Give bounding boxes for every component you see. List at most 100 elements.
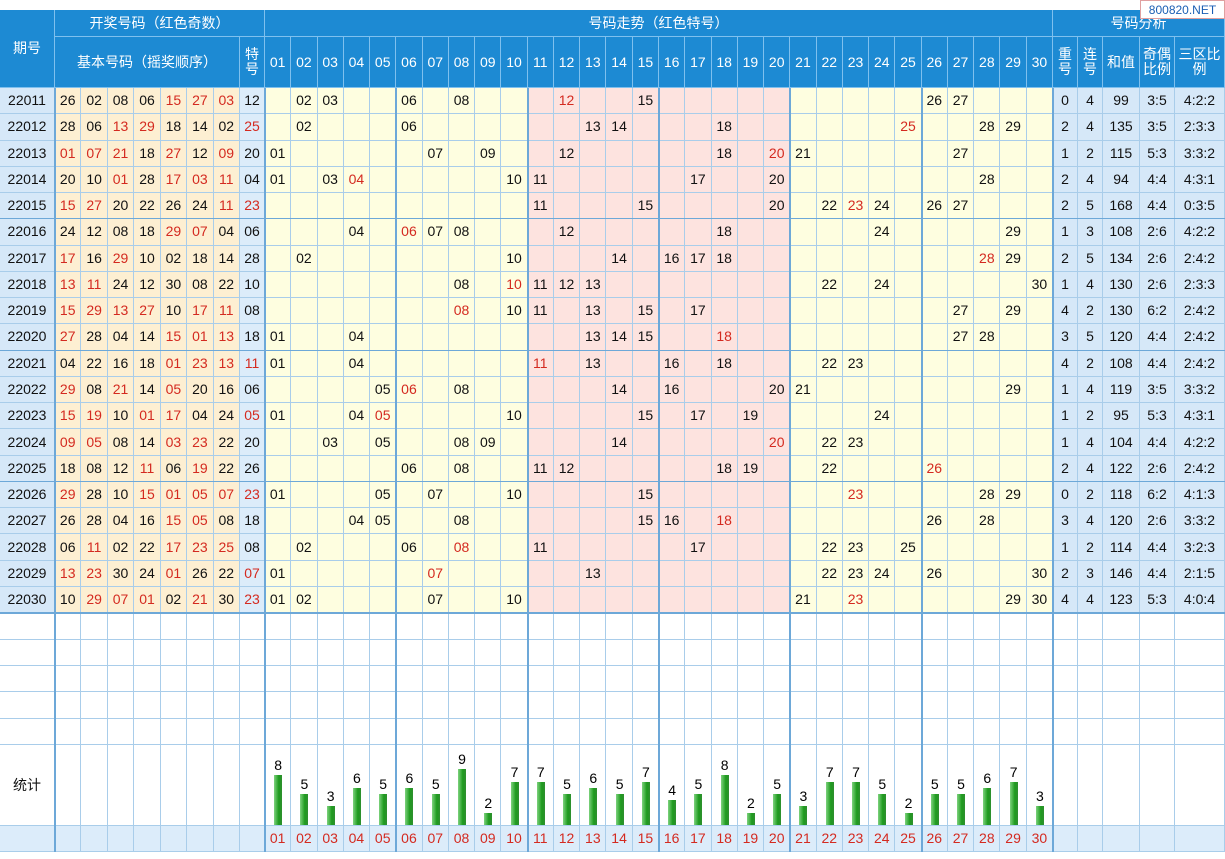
trend-cell (396, 298, 423, 325)
trend-cell (659, 324, 686, 351)
trend-cell (448, 114, 476, 141)
trend-cell (475, 481, 502, 509)
stats-number (1103, 826, 1140, 852)
trend-cell (475, 271, 502, 299)
empty-cell (1026, 718, 1053, 745)
stats-number (240, 826, 265, 852)
empty-cell (343, 665, 371, 693)
header-number: 17 (685, 37, 712, 88)
stats-cell (1175, 745, 1225, 826)
analysis-value: 120 (1103, 324, 1140, 351)
trend-cell (947, 245, 975, 272)
empty-cell (921, 665, 948, 693)
count-label: 5 (563, 775, 571, 792)
empty-cell (0, 692, 55, 719)
trend-cell (737, 245, 765, 272)
empty-cell (632, 692, 659, 719)
empty-cell (790, 613, 817, 640)
trend-cell (553, 114, 581, 141)
stats-number (55, 826, 82, 852)
count-bar (852, 781, 860, 825)
basic-number: 20 (107, 193, 135, 220)
trend-cell (553, 376, 581, 404)
trend-cell (737, 193, 765, 220)
empty-cell (1103, 613, 1140, 640)
header-number: 23 (842, 37, 870, 88)
trend-cell (895, 166, 922, 194)
basic-number: 28 (134, 166, 161, 194)
trend-cell (869, 166, 896, 194)
basic-number: 11 (213, 193, 240, 220)
basic-number: 16 (81, 245, 108, 272)
trend-cell (659, 140, 686, 167)
trend-cell (527, 586, 554, 614)
trend-cell (501, 534, 528, 561)
empty-cell (685, 718, 712, 745)
analysis-value: 146 (1103, 560, 1140, 587)
trend-cell (343, 481, 371, 509)
basic-number: 08 (213, 508, 240, 535)
trend-number: 30 (1026, 560, 1053, 587)
count-bar (1009, 781, 1018, 825)
basic-number: 13 (55, 271, 82, 299)
count-bar (405, 787, 414, 825)
trend-cell (606, 219, 633, 246)
basic-number: 18 (187, 245, 214, 272)
empty-cell (1053, 692, 1078, 719)
stats-cell (240, 745, 265, 826)
period: 22013 (0, 140, 55, 167)
trend-cell (921, 219, 948, 246)
header-number: 30 (1026, 37, 1053, 88)
empty-cell (764, 718, 791, 745)
trend-number: 01 (265, 481, 292, 509)
trend-cell (291, 219, 318, 246)
basic-number: 09 (213, 140, 240, 167)
trend-cell (869, 534, 896, 561)
empty-cell (842, 718, 870, 745)
trend-cell (606, 271, 633, 299)
header-number: 07 (422, 37, 449, 88)
basic-number: 08 (187, 271, 214, 299)
empty-cell (974, 613, 1001, 640)
trend-cell (737, 560, 765, 587)
trend-cell (317, 481, 344, 509)
trend-number: 21 (790, 140, 817, 167)
period: 22029 (0, 560, 55, 587)
trend-cell (632, 245, 659, 272)
trend-cell (895, 324, 922, 351)
basic-number: 07 (187, 219, 214, 246)
trend-cell (553, 403, 581, 430)
trend-cell (317, 586, 344, 614)
trend-number: 06 (396, 455, 423, 482)
count-label: 5 (930, 775, 939, 792)
empty-cell (659, 613, 686, 640)
trend-cell (527, 403, 554, 430)
trend-cell (764, 481, 791, 509)
trend-cell (737, 114, 765, 141)
empty-cell (291, 639, 318, 666)
period: 22021 (0, 350, 55, 377)
header-number: 16 (659, 37, 686, 88)
count-bar (510, 781, 519, 825)
special-number: 18 (240, 508, 265, 535)
trend-number: 11 (527, 271, 554, 299)
empty-cell (213, 639, 240, 666)
empty-cell (895, 692, 922, 719)
stats-number (107, 826, 135, 852)
trend-number: 16 (659, 508, 686, 535)
empty-cell (317, 665, 344, 693)
empty-cell (737, 718, 765, 745)
trend-cell (947, 219, 975, 246)
empty-cell (422, 718, 449, 745)
count-bar (300, 793, 309, 825)
trend-cell (527, 219, 554, 246)
trend-cell (816, 114, 843, 141)
trend-cell (659, 455, 686, 482)
empty-cell (1026, 665, 1053, 693)
analysis-value: 4 (1078, 271, 1103, 299)
trend-cell (580, 534, 607, 561)
analysis-value: 4 (1053, 586, 1078, 614)
empty-cell (396, 692, 423, 719)
basic-number: 16 (107, 350, 135, 377)
trend-cell (265, 193, 292, 220)
